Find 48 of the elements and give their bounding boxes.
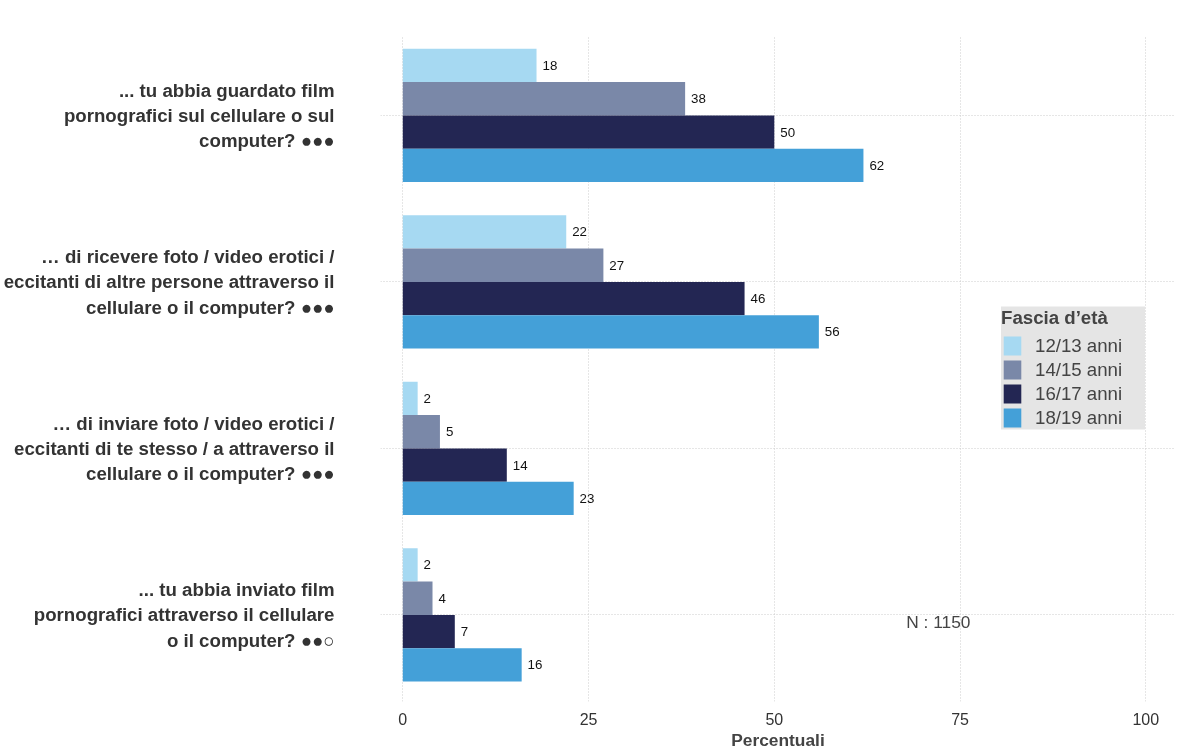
legend-label: 14/15 anni	[1035, 358, 1124, 381]
bar	[402, 315, 819, 349]
data-label: 62	[869, 157, 885, 173]
bar	[402, 215, 567, 249]
data-label: 22	[572, 224, 588, 240]
legend-label: 18/19 anni	[1035, 406, 1124, 429]
x-tick-label: 0	[398, 710, 408, 728]
x-tick-label: 50	[765, 710, 784, 728]
data-label: 7	[460, 624, 469, 640]
data-label: 16	[527, 657, 543, 673]
data-label: 46	[750, 291, 766, 307]
bar	[402, 248, 604, 282]
x-tick-label: 100	[1132, 710, 1160, 728]
bar	[402, 648, 522, 682]
data-label: 56	[824, 324, 840, 340]
data-label: 18	[542, 57, 558, 73]
bar	[402, 548, 418, 582]
data-label: 50	[780, 124, 796, 140]
bar	[402, 115, 775, 149]
y-tick-label: ... tu abbia inviato film pornografici attraverso il cellulare o il computer? ●●○	[33, 579, 335, 651]
bar	[402, 148, 864, 183]
y-tick-label: … di ricevere foto / video erotici / eccitanti di altre persone attraverso il cellulare o il computer? ●●●	[3, 246, 335, 318]
x-tick-label: 75	[951, 710, 970, 728]
x-axis-title: Percentuali	[731, 729, 825, 750]
bar	[402, 481, 574, 516]
bar	[402, 82, 686, 116]
bar	[402, 448, 507, 482]
data-label: 14	[512, 457, 529, 473]
legend-title: Fascia d’età	[1001, 306, 1109, 329]
y-tick-label: … di inviare foto / video erotici / eccitanti di te stesso / a attraverso il cellulare o il computer? ●●●	[14, 412, 335, 485]
data-label: 4	[438, 590, 447, 606]
data-label: 23	[579, 490, 595, 506]
legend-label: 12/13 anni	[1035, 334, 1124, 357]
x-tick-label: 25	[579, 710, 598, 728]
bar	[402, 415, 440, 449]
bar	[402, 281, 745, 316]
data-label: 5	[445, 424, 454, 440]
data-label: 2	[423, 390, 432, 406]
bar	[402, 581, 433, 615]
bar	[402, 381, 418, 416]
data-label: 27	[609, 257, 625, 273]
bar	[402, 614, 455, 649]
y-tick-label: ... tu abbia guardato film pornografici sul cellulare o sul computer? ●●●	[63, 79, 335, 152]
annotation: N : 1150	[906, 611, 971, 632]
legend-label: 16/17 anni	[1035, 382, 1124, 405]
data-label: 2	[423, 557, 432, 573]
bar	[402, 48, 537, 83]
data-label: 38	[691, 91, 706, 107]
